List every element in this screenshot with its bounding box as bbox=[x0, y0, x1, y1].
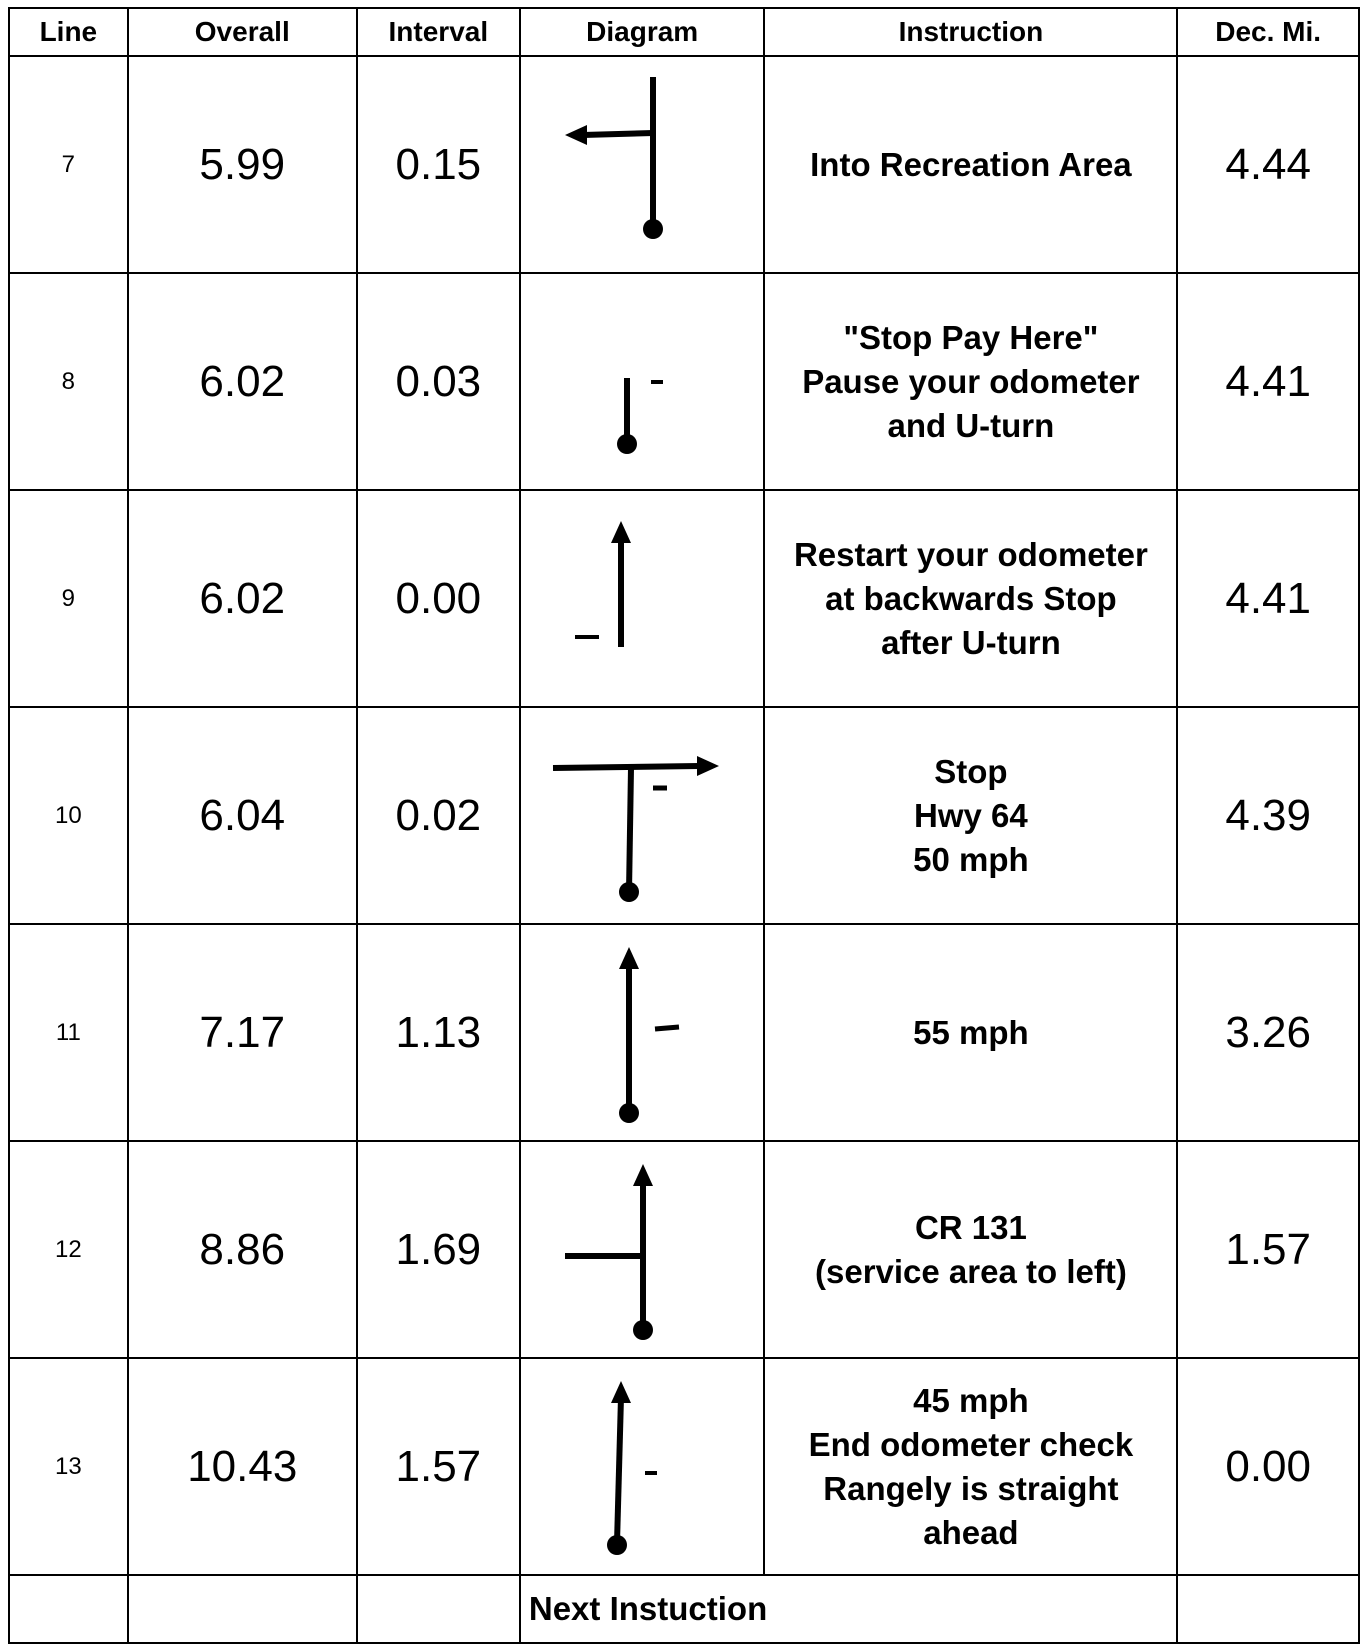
instruction-cell: 55 mph bbox=[763, 923, 1179, 1142]
table-row: 12 8.86 1.69 CR 131 (service area to lef… bbox=[8, 1140, 1360, 1359]
right-turn-tee-icon bbox=[553, 755, 720, 902]
interval-value: 1.13 bbox=[355, 923, 521, 1142]
line-number: 13 bbox=[8, 1357, 129, 1576]
overall-value: 7.17 bbox=[126, 923, 358, 1142]
interval-value: 0.03 bbox=[355, 272, 521, 491]
straight-arrow-dot-icon bbox=[619, 946, 680, 1123]
header-line: Line bbox=[8, 7, 129, 57]
dec-mi-value: 0.00 bbox=[1176, 1357, 1360, 1576]
instruction-line: and U-turn bbox=[887, 406, 1055, 444]
instruction-line: Restart your odometer bbox=[793, 535, 1148, 573]
instruction-cell: Into Recreation Area bbox=[763, 55, 1179, 274]
table-row: 8 6.02 0.03 "Stop Pay Here" Pause your o… bbox=[8, 272, 1360, 491]
line-number: 10 bbox=[8, 706, 129, 925]
header-instruction: Instruction bbox=[763, 7, 1179, 57]
line-number: 8 bbox=[8, 272, 129, 491]
interval-value: 1.69 bbox=[355, 1140, 521, 1359]
diagram-cell bbox=[518, 923, 766, 1142]
overall-value: 8.86 bbox=[126, 1140, 358, 1359]
instruction-line: ahead bbox=[923, 1513, 1019, 1551]
instruction-cell: Restart your odometer at backwards Stop … bbox=[763, 489, 1179, 708]
interval-value: 0.02 bbox=[355, 706, 521, 925]
header-dec-mi: Dec. Mi. bbox=[1176, 7, 1360, 57]
roadbook-table: Line Overall Interval Diagram Instructio… bbox=[8, 7, 1360, 1644]
table-row: 9 6.02 0.00 Restart your odometer at bac… bbox=[8, 489, 1360, 708]
line-number: 12 bbox=[8, 1140, 129, 1359]
diagram-cell bbox=[518, 706, 766, 925]
instruction-line: End odometer check bbox=[808, 1425, 1134, 1463]
diagram-cell bbox=[518, 1140, 766, 1359]
dec-mi-value: 4.41 bbox=[1176, 489, 1360, 708]
overall-value: 10.43 bbox=[126, 1357, 358, 1576]
instruction-line: 55 mph bbox=[913, 1013, 1029, 1051]
diagram-cell bbox=[518, 272, 766, 491]
header-row: Line Overall Interval Diagram Instructio… bbox=[8, 7, 1360, 57]
instruction-line: "Stop Pay Here" bbox=[843, 318, 1099, 356]
instruction-cell: Stop Hwy 64 50 mph bbox=[763, 706, 1179, 925]
header-diagram: Diagram bbox=[518, 7, 766, 57]
instruction-line: (service area to left) bbox=[815, 1252, 1127, 1290]
line-number: 7 bbox=[8, 55, 129, 274]
instruction-line: after U-turn bbox=[881, 623, 1061, 661]
straight-arrow-icon bbox=[575, 520, 632, 647]
instruction-line: Into Recreation Area bbox=[810, 145, 1132, 183]
instruction-line: Rangely is straight bbox=[823, 1469, 1119, 1507]
table-row: 10 6.04 0.02 Stop Hwy 64 50 mph 4.39 bbox=[8, 706, 1360, 925]
line-number: 11 bbox=[8, 923, 129, 1142]
instruction-line: Hwy 64 bbox=[914, 796, 1028, 834]
table-row: 11 7.17 1.13 55 mph 3.26 bbox=[8, 923, 1360, 1142]
instruction-line: at backwards Stop bbox=[825, 579, 1117, 617]
left-turn-tee-icon bbox=[565, 76, 664, 239]
header-interval: Interval bbox=[355, 7, 521, 57]
straight-arrow-dot-slant-icon bbox=[607, 1380, 658, 1555]
dec-mi-value: 3.26 bbox=[1176, 923, 1360, 1142]
instruction-line: CR 131 bbox=[914, 1208, 1027, 1246]
diagram-cell bbox=[518, 55, 766, 274]
empty-cell bbox=[355, 1574, 521, 1644]
instruction-cell: CR 131 (service area to left) bbox=[763, 1140, 1179, 1359]
stop-short-icon bbox=[617, 377, 664, 454]
interval-value: 0.15 bbox=[355, 55, 521, 274]
instruction-line: 50 mph bbox=[913, 840, 1029, 878]
line-number: 9 bbox=[8, 489, 129, 708]
instruction-line: 45 mph bbox=[913, 1381, 1029, 1419]
straight-with-left-branch-icon bbox=[565, 1163, 654, 1340]
overall-value: 6.02 bbox=[126, 272, 358, 491]
next-instruction-label: Next Instuction bbox=[518, 1574, 1179, 1644]
empty-cell bbox=[126, 1574, 358, 1644]
dec-mi-value: 1.57 bbox=[1176, 1140, 1360, 1359]
instruction-line: Pause your odometer bbox=[802, 362, 1140, 400]
diagram-cell bbox=[518, 1357, 766, 1576]
header-overall: Overall bbox=[126, 7, 358, 57]
dec-mi-value: 4.44 bbox=[1176, 55, 1360, 274]
instruction-line: Stop bbox=[934, 752, 1008, 790]
overall-value: 6.04 bbox=[126, 706, 358, 925]
overall-value: 6.02 bbox=[126, 489, 358, 708]
diagram-cell bbox=[518, 489, 766, 708]
table-row: 7 5.99 0.15 Into Recreation Area 4.44 bbox=[8, 55, 1360, 274]
interval-value: 1.57 bbox=[355, 1357, 521, 1576]
dec-mi-value: 4.39 bbox=[1176, 706, 1360, 925]
dec-mi-value: 4.41 bbox=[1176, 272, 1360, 491]
empty-cell bbox=[1176, 1574, 1360, 1644]
next-instruction-row: Next Instuction bbox=[8, 1574, 1360, 1644]
instruction-cell: 45 mph End odometer check Rangely is str… bbox=[763, 1357, 1179, 1576]
interval-value: 0.00 bbox=[355, 489, 521, 708]
instruction-cell: "Stop Pay Here" Pause your odometer and … bbox=[763, 272, 1179, 491]
table-row: 13 10.43 1.57 45 mph End odometer check … bbox=[8, 1357, 1360, 1576]
overall-value: 5.99 bbox=[126, 55, 358, 274]
empty-cell bbox=[8, 1574, 129, 1644]
